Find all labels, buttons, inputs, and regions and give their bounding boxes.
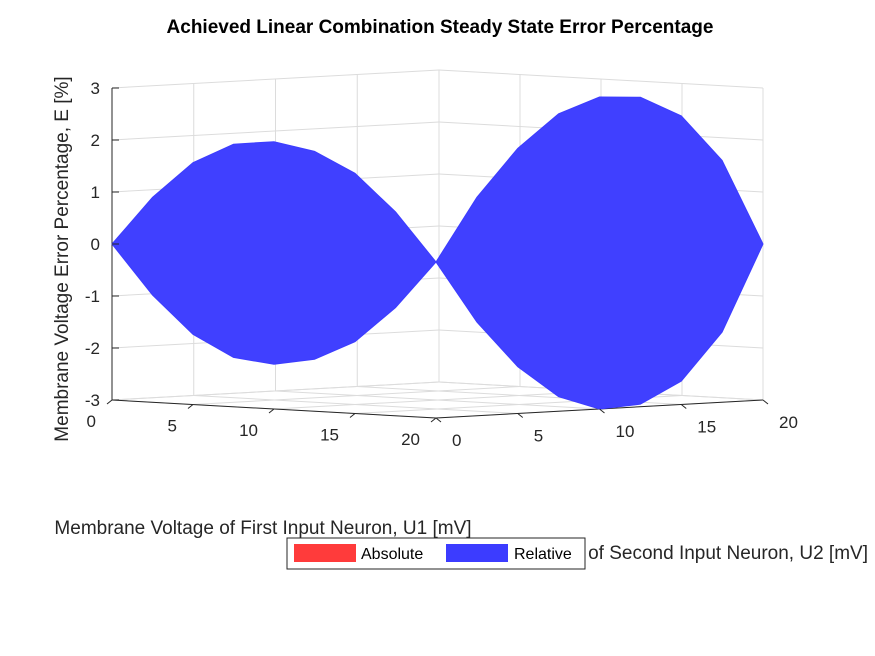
wall-u1-grid-horiz-3 (111, 69, 440, 89)
u2-tick-10 (599, 408, 605, 414)
u1-tick-10 (268, 408, 275, 414)
legend-swatch-absolute (294, 544, 356, 562)
u2-tick-label-15: 15 (697, 418, 716, 437)
u1-tick-5 (187, 404, 194, 409)
chart-title: Achieved Linear Combination Steady State… (167, 17, 714, 38)
surface-layer (111, 96, 764, 410)
floor-grid-line-u2-5 (193, 395, 518, 414)
u1-tick-label-0: 0 (87, 412, 96, 431)
legend: Absolute Relative (286, 537, 586, 570)
z-tick-label-3: 3 (91, 79, 100, 98)
surface-lobe-u2-sweep (435, 96, 764, 410)
u2-tick-5 (517, 413, 524, 418)
floor-grid-line-u2-10 (275, 390, 600, 410)
z-tick-label-2: 2 (91, 131, 100, 150)
u1-tick-0 (106, 399, 113, 405)
z-tick-label--1: -1 (85, 287, 100, 306)
u1-tick-label-15: 15 (320, 426, 339, 445)
u2-tick-20 (762, 399, 769, 405)
u1-tick-15 (349, 413, 356, 418)
u2-tick-label-0: 0 (452, 431, 461, 450)
u1-tick-label-5: 5 (168, 417, 177, 436)
u1-tick-label-20: 20 (401, 430, 420, 449)
z-tick-label--2: -2 (85, 339, 100, 358)
x-axis-label: Membrane Voltage of First Input Neuron, … (54, 518, 471, 539)
z-tick-label-0: 0 (91, 235, 100, 254)
u2-tick-0 (435, 417, 442, 423)
legend-swatch-relative (446, 544, 508, 562)
z-tick-label--3: -3 (85, 391, 100, 410)
legend-label-relative: Relative (514, 546, 572, 563)
wall-u1-grid-horiz--3 (111, 381, 440, 401)
u1-tick-20 (430, 417, 437, 423)
u2-tick-label-20: 20 (779, 413, 798, 432)
z-axis-label: Membrane Voltage Error Percentage, E [%] (52, 76, 73, 441)
u2-tick-label-5: 5 (534, 427, 543, 446)
u1-tick-label-10: 10 (239, 421, 258, 440)
u2-tick-label-10: 10 (616, 422, 635, 441)
wall-u2-grid-horiz-3 (438, 69, 764, 89)
legend-label-absolute: Absolute (361, 546, 423, 563)
wall-u1-grid-horiz-2 (111, 121, 440, 141)
u2-tick-15 (680, 404, 687, 409)
z-tick-label-1: 1 (91, 183, 100, 202)
